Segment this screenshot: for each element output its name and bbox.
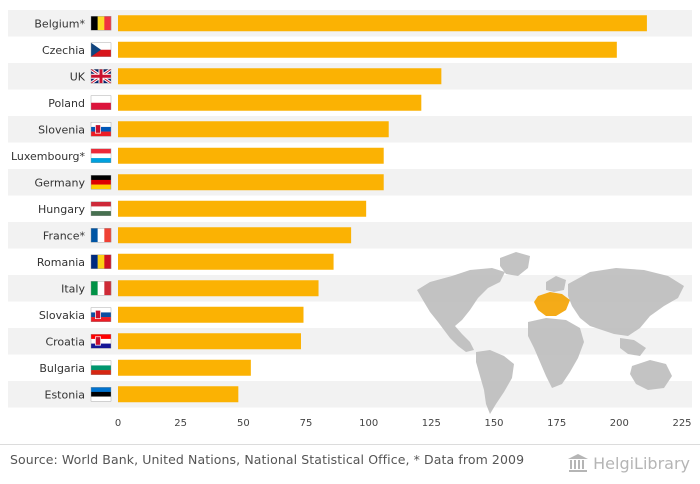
category-label: Hungary bbox=[38, 203, 85, 216]
poland-flag-icon bbox=[90, 95, 112, 110]
bar-italy bbox=[118, 280, 319, 297]
category-label: Italy bbox=[61, 282, 85, 295]
romania-flag-icon bbox=[90, 254, 112, 269]
map-greenland bbox=[500, 252, 530, 276]
italy-flag-icon bbox=[90, 281, 112, 296]
uk-flag-icon bbox=[90, 68, 112, 85]
brand-name: HelgiLibrary bbox=[593, 453, 690, 473]
category-label: UK bbox=[70, 70, 86, 83]
category-label: Romania bbox=[37, 256, 85, 269]
x-tick-label: 50 bbox=[237, 418, 250, 429]
brand-logo: HelgiLibrary bbox=[567, 450, 690, 476]
bar-france bbox=[118, 227, 352, 244]
croatia-flag-icon bbox=[90, 334, 112, 349]
map-europe-north bbox=[546, 276, 566, 292]
x-tick-label: 150 bbox=[484, 418, 503, 429]
belgium-flag-icon bbox=[90, 16, 112, 31]
bars bbox=[118, 15, 647, 403]
estonia-flag-icon bbox=[90, 387, 112, 402]
bar-estonia bbox=[118, 386, 239, 403]
slovakia-flag-icon bbox=[90, 307, 112, 322]
category-label: Poland bbox=[48, 97, 85, 110]
bar-germany bbox=[118, 174, 384, 191]
category-label: Bulgaria bbox=[39, 362, 85, 375]
source-text: Source: World Bank, United Nations, Nati… bbox=[10, 452, 525, 467]
bulgaria-flag-icon bbox=[90, 360, 112, 375]
x-tick-label: 175 bbox=[547, 418, 566, 429]
map-africa bbox=[528, 318, 584, 388]
map-south-america bbox=[476, 350, 514, 414]
bar-croatia bbox=[118, 333, 301, 350]
library-building-icon bbox=[568, 454, 589, 472]
bar-hungary bbox=[118, 200, 367, 217]
category-label: Slovenia bbox=[38, 123, 85, 136]
bar-romania bbox=[118, 253, 334, 270]
germany-flag-icon bbox=[90, 175, 112, 190]
bar-uk bbox=[118, 68, 442, 85]
x-tick-label: 0 bbox=[115, 418, 121, 429]
bar-slovakia bbox=[118, 306, 304, 323]
x-tick-label: 125 bbox=[422, 418, 441, 429]
x-tick-label: 200 bbox=[610, 418, 629, 429]
bar-slovenia bbox=[118, 121, 389, 138]
x-tick-label: 100 bbox=[359, 418, 378, 429]
map-asia bbox=[568, 268, 684, 336]
bar-bulgaria bbox=[118, 359, 251, 376]
category-label: Slovakia bbox=[39, 309, 85, 322]
world-map-watermark bbox=[417, 252, 684, 414]
bar-luxembourg bbox=[118, 147, 384, 164]
category-label: Czechia bbox=[42, 44, 85, 57]
category-labels: Belgium* Czechia UK Poland Slovenia Luxembour… bbox=[11, 17, 86, 401]
luxembourg-flag-icon bbox=[90, 148, 112, 163]
category-label: Germany bbox=[34, 176, 85, 189]
x-tick-label: 75 bbox=[300, 418, 313, 429]
category-label: Belgium* bbox=[34, 17, 85, 30]
map-north-america bbox=[417, 268, 505, 352]
category-label: Estonia bbox=[45, 388, 86, 401]
map-europe-highlight bbox=[534, 292, 570, 316]
hungary-flag-icon bbox=[90, 201, 112, 216]
x-axis-ticks: 0 25 50 75 100 125 150 175 200 225 bbox=[115, 418, 692, 429]
x-tick-label: 225 bbox=[672, 418, 691, 429]
category-label: Luxembourg* bbox=[11, 150, 86, 163]
x-tick-label: 25 bbox=[174, 418, 187, 429]
bar-chart: Belgium* Czechia UK Poland Slovenia Luxembour… bbox=[8, 10, 692, 429]
map-australia bbox=[630, 360, 672, 390]
flags bbox=[90, 16, 112, 402]
footer: Source: World Bank, United Nations, Nati… bbox=[0, 444, 700, 484]
bar-belgium bbox=[118, 15, 647, 32]
bar-czechia bbox=[118, 41, 617, 58]
bar-poland bbox=[118, 94, 422, 111]
category-label: Croatia bbox=[45, 335, 85, 348]
france-flag-icon bbox=[90, 228, 112, 243]
category-label: France* bbox=[43, 229, 86, 242]
slovenia-flag-icon bbox=[90, 122, 112, 137]
czechia-flag-icon bbox=[90, 42, 112, 57]
map-southeast-asia bbox=[620, 338, 646, 356]
